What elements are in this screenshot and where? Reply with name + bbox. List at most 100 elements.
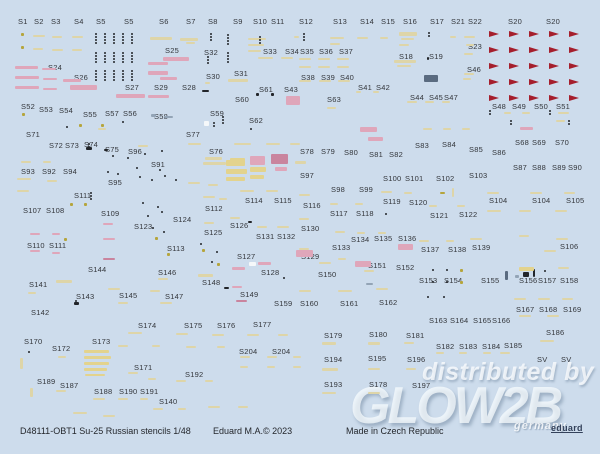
decal-shape xyxy=(248,44,264,46)
decal-shape xyxy=(483,352,491,354)
stencil-label: S195 xyxy=(368,354,387,363)
decal-shape xyxy=(176,380,186,382)
stencil-label: S115 xyxy=(274,196,292,205)
decal-dot xyxy=(227,43,229,45)
red-arrow-decal xyxy=(569,79,579,85)
decal-shape xyxy=(266,190,278,192)
decal-shape xyxy=(236,300,247,302)
decal-shape xyxy=(446,269,448,271)
decal-shape xyxy=(522,112,530,114)
stencil-label: S188 xyxy=(94,387,113,396)
stencil-label: S52 xyxy=(21,102,35,111)
decal-shape xyxy=(440,192,445,194)
stencil-label: S47 xyxy=(444,93,458,102)
stencil-label: S29 xyxy=(154,83,168,92)
decal-dot xyxy=(113,61,115,63)
decal-shape xyxy=(380,37,388,39)
stencil-label: S169 xyxy=(563,305,582,314)
decal-dot xyxy=(122,52,124,54)
decal-shape xyxy=(278,334,288,336)
decal-dot xyxy=(131,79,133,81)
stencil-label: S7 xyxy=(186,17,196,26)
stencil-label: S192 xyxy=(185,370,204,379)
stencil-label: S27 xyxy=(125,83,139,92)
decal-shape xyxy=(281,57,293,59)
decal-shape xyxy=(56,280,72,283)
stencil-label: S136 xyxy=(398,234,417,243)
decal-dot xyxy=(122,79,124,81)
decal-shape xyxy=(398,244,413,250)
stencil-label: S1 xyxy=(18,17,28,26)
stencil-label: S104 xyxy=(532,196,551,205)
stencil-label: S172 xyxy=(52,344,71,353)
decal-shape xyxy=(30,388,33,397)
stencil-label: S5 xyxy=(124,17,134,26)
decal-shape xyxy=(443,296,445,298)
stencil-label: S88 xyxy=(532,163,546,172)
decal-shape xyxy=(355,261,371,267)
stencil-label: S183 xyxy=(459,342,478,351)
decal-dot xyxy=(210,33,212,35)
stencil-label: S146 xyxy=(158,268,177,277)
decal-shape xyxy=(208,406,220,408)
stencil-label: S97 xyxy=(300,171,314,180)
stencil-label: S36 xyxy=(319,47,333,56)
decal-shape xyxy=(136,167,138,169)
red-arrow-decal xyxy=(549,47,559,53)
stencil-label: S95 xyxy=(108,178,122,187)
stencil-label: S181 xyxy=(406,331,425,340)
decal-shape xyxy=(427,296,429,298)
decal-shape xyxy=(240,366,248,368)
decal-shape xyxy=(327,107,336,109)
decal-shape xyxy=(271,93,274,96)
stencil-label: S63 xyxy=(327,95,341,104)
red-arrow-decal xyxy=(549,79,559,85)
stencil-label: S189 xyxy=(37,377,56,386)
decal-shape xyxy=(234,143,251,145)
stencil-label: S96 xyxy=(128,147,142,156)
decal-shape xyxy=(520,127,533,130)
stencil-label: S122 xyxy=(459,210,478,219)
stencil-label: S79 xyxy=(321,147,335,156)
decal-shape xyxy=(152,227,154,229)
decal-shape xyxy=(47,180,57,182)
decal-shape xyxy=(138,145,148,147)
decal-dot xyxy=(113,55,115,57)
decal-dot xyxy=(95,39,97,41)
decal-shape xyxy=(519,315,531,317)
decal-shape xyxy=(188,182,200,184)
stencil-label: S20 xyxy=(546,17,560,26)
decal-dot xyxy=(207,62,209,64)
stencil-label: S43 xyxy=(284,85,298,94)
decal-shape xyxy=(175,179,177,181)
stencil-label: S186 xyxy=(546,328,565,337)
decal-dot xyxy=(207,56,209,58)
stencil-label: S60 xyxy=(235,95,249,104)
decal-dot xyxy=(113,39,115,41)
decal-shape xyxy=(230,217,240,219)
decal-shape xyxy=(368,368,380,370)
stencil-label: S8 xyxy=(208,17,218,26)
red-arrow-decal xyxy=(569,31,579,37)
red-arrow-decal xyxy=(549,63,559,69)
decal-shape xyxy=(442,101,450,103)
decal-dot xyxy=(131,73,133,75)
stencil-label: S171 xyxy=(134,363,153,372)
stencil-label: S74 xyxy=(84,140,98,149)
decal-shape xyxy=(555,210,567,212)
decal-shape xyxy=(93,398,105,400)
stencil-label: S164 xyxy=(450,316,469,325)
decal-shape xyxy=(142,202,144,204)
stencil-label: S34 xyxy=(285,47,299,56)
decal-shape xyxy=(70,85,97,90)
decal-shape xyxy=(258,57,273,59)
decal-dot xyxy=(227,52,229,54)
decal-shape xyxy=(79,124,82,127)
decal-shape xyxy=(533,269,535,277)
stencil-label: S68 xyxy=(515,138,529,147)
stencil-label: S134 xyxy=(351,235,370,244)
decal-dot xyxy=(568,120,570,122)
decal-shape xyxy=(33,48,43,50)
decal-shape xyxy=(161,150,163,152)
